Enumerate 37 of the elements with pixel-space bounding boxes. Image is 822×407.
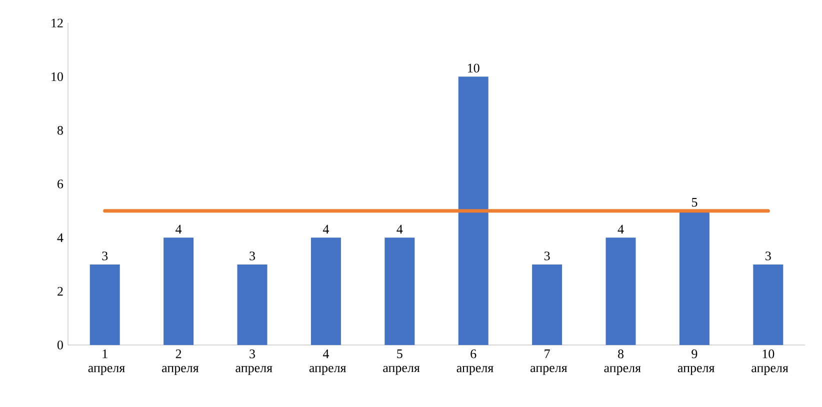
y-tick-label: 8 [57,126,63,135]
data-label: 3 [250,252,256,260]
x-tick-label: 8 апреля [604,350,641,375]
data-label: 3 [102,252,108,260]
x-tick-label: 7 апреля [530,350,568,375]
y-tick-label: 4 [57,233,64,242]
x-tick-label: 6 апреля [456,350,494,375]
bar [679,210,710,345]
data-label: 4 [618,224,624,234]
x-tick-label: 9 апреля [678,350,715,375]
bar [237,264,268,345]
x-tick-label: 10 апреля [752,350,788,375]
data-label: 4 [176,224,182,234]
data-label: 3 [544,252,550,260]
x-tick-label: 2 апреля [162,350,199,375]
bar [384,238,415,345]
bar [310,238,341,345]
bar [458,76,488,345]
bar [532,264,562,345]
bar [90,264,120,345]
data-label: 4 [322,224,329,234]
y-tick-label: 12 [52,18,63,28]
bar [753,264,784,345]
x-tick-label: 5 апреля [383,350,420,375]
data-label: 4 [396,224,403,234]
y-tick-label: 0 [57,340,63,350]
y-tick-label: 6 [58,180,64,188]
bar [164,238,194,345]
x-tick-label: 4 апреля [309,350,346,375]
data-label: 10 [468,64,480,72]
y-tick-label: 10 [52,72,63,82]
x-tick-label: 1 апреля [88,350,125,375]
data-label: 5 [692,198,698,207]
bar [606,238,636,345]
y-tick-label: 2 [58,287,63,296]
x-tick-label: 3 апреля [236,350,272,375]
data-label: 3 [766,252,771,260]
